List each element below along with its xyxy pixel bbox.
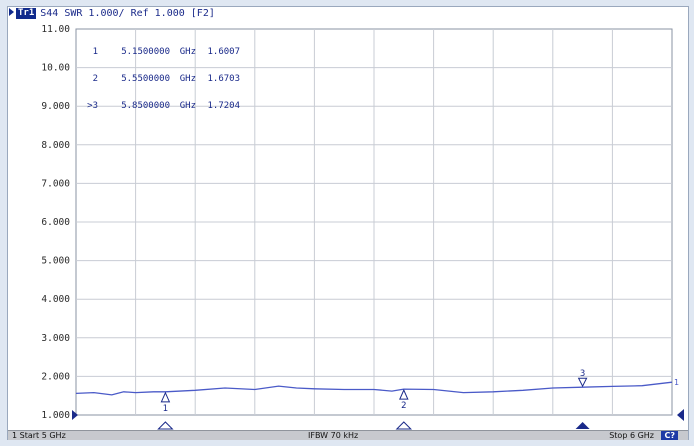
marker-3-triangle-icon[interactable] <box>577 377 588 388</box>
marker-row-2: 2 5.5500000 GHz 1.6703 <box>84 75 240 84</box>
swr-chart[interactable]: 1.000 2.000 3.000 4.000 5.000 6.000 7.000 8.000… <box>8 7 688 431</box>
marker-row-1: 1 5.1500000 GHz 1.6007 <box>84 48 240 57</box>
marker-table: 1 5.1500000 GHz 1.6007 2 5.5500000 GHz 1.6703 … <box>84 30 240 129</box>
marker-id: >3 <box>87 101 98 111</box>
marker-frequency: 5.5500000 <box>121 74 170 84</box>
marker-2-triangle-icon[interactable] <box>399 388 409 400</box>
y-tick-label: 2.000 <box>41 371 70 382</box>
y-tick-label: 5.000 <box>41 256 70 267</box>
y-tick-label: 7.000 <box>41 178 70 189</box>
marker-value: 1.7204 <box>207 101 240 111</box>
marker-1-triangle-icon[interactable] <box>160 391 171 403</box>
trace-settings-text: S44 SWR 1.000/ Ref 1.000 [F2] <box>40 8 215 19</box>
status-bar: 1 Start 5 GHz IFBW 70 kHz Stop 6 GHz C? <box>8 430 688 440</box>
marker-1-label: 1 <box>163 404 168 414</box>
marker-frequency: 5.8500000 <box>121 101 170 111</box>
y-tick-label: 4.000 <box>41 294 70 305</box>
y-tick-label: 8.000 <box>41 140 70 151</box>
plot-screen: Tr1 S44 SWR 1.000/ Ref 1.000 [F2] 1.000 2.… <box>7 6 689 440</box>
marker-value: 1.6007 <box>207 47 240 57</box>
y-tick-label: 3.000 <box>41 333 70 344</box>
y-tick-label: 11.00 <box>41 24 70 35</box>
y-tick-label: 1.000 <box>41 410 70 421</box>
marker-unit: GHz <box>179 74 196 84</box>
trace-tag[interactable]: Tr1 <box>16 8 37 19</box>
marker-1-axis-indicator-icon[interactable] <box>157 421 174 430</box>
marker-3-axis-indicator-icon[interactable] <box>575 422 590 429</box>
marker-2-label: 2 <box>401 401 406 411</box>
marker-2-axis-indicator-icon[interactable] <box>395 421 413 430</box>
stop-frequency[interactable]: Stop 6 GHz <box>609 431 654 440</box>
y-tick-label: 9.000 <box>41 101 70 112</box>
reference-level-arrow-icon[interactable] <box>72 410 78 420</box>
y-tick-label: 6.000 <box>41 217 70 228</box>
marker-value: 1.6703 <box>207 74 240 84</box>
start-frequency[interactable]: 1 Start 5 GHz <box>12 431 66 440</box>
marker-3-label: 3 <box>580 369 585 379</box>
swr-trace-line[interactable] <box>75 381 673 396</box>
marker-id: 1 <box>92 47 98 57</box>
calibration-badge[interactable]: C? <box>661 431 678 440</box>
marker-row-3: >3 5.8500000 GHz 1.7204 <box>84 102 240 111</box>
marker-unit: GHz <box>179 47 196 57</box>
trace-pointer-icon <box>9 8 14 16</box>
trace-header[interactable]: Tr1 S44 SWR 1.000/ Ref 1.000 [F2] <box>8 7 688 21</box>
marker-frequency: 5.1500000 <box>121 47 170 57</box>
trace-end-label: 1 <box>674 378 679 387</box>
ifbw-readout[interactable]: IFBW 70 kHz <box>308 431 359 440</box>
marker-id: 2 <box>92 74 98 84</box>
right-arrow-icon[interactable] <box>677 409 684 421</box>
y-tick-label: 10.00 <box>41 63 70 74</box>
marker-unit: GHz <box>179 101 196 111</box>
